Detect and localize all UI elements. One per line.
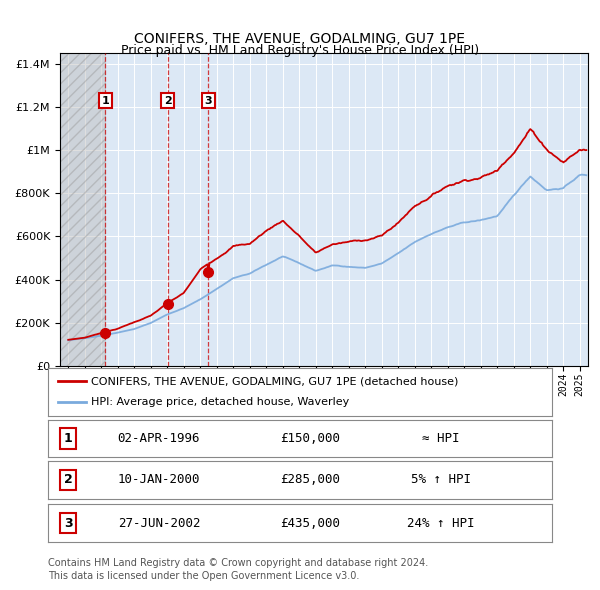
Text: £285,000: £285,000 — [280, 473, 340, 487]
Text: CONIFERS, THE AVENUE, GODALMING, GU7 1PE: CONIFERS, THE AVENUE, GODALMING, GU7 1PE — [134, 32, 466, 47]
Text: £435,000: £435,000 — [280, 516, 340, 530]
Text: 02-APR-1996: 02-APR-1996 — [118, 432, 200, 445]
Text: 24% ↑ HPI: 24% ↑ HPI — [407, 516, 475, 530]
Bar — [60, 53, 106, 366]
Text: HPI: Average price, detached house, Waverley: HPI: Average price, detached house, Wave… — [91, 398, 349, 408]
Text: £150,000: £150,000 — [280, 432, 340, 445]
Text: This data is licensed under the Open Government Licence v3.0.: This data is licensed under the Open Gov… — [48, 571, 359, 581]
Text: Price paid vs. HM Land Registry's House Price Index (HPI): Price paid vs. HM Land Registry's House … — [121, 44, 479, 57]
Text: CONIFERS, THE AVENUE, GODALMING, GU7 1PE (detached house): CONIFERS, THE AVENUE, GODALMING, GU7 1PE… — [91, 376, 458, 386]
Text: 3: 3 — [205, 96, 212, 106]
Text: 1: 1 — [101, 96, 109, 106]
Text: 5% ↑ HPI: 5% ↑ HPI — [411, 473, 471, 487]
Text: 10-JAN-2000: 10-JAN-2000 — [118, 473, 200, 487]
Text: 1: 1 — [64, 432, 73, 445]
Text: 3: 3 — [64, 516, 73, 530]
Text: Contains HM Land Registry data © Crown copyright and database right 2024.: Contains HM Land Registry data © Crown c… — [48, 558, 428, 568]
Text: 27-JUN-2002: 27-JUN-2002 — [118, 516, 200, 530]
Text: ≈ HPI: ≈ HPI — [422, 432, 460, 445]
Text: 2: 2 — [64, 473, 73, 487]
Text: 2: 2 — [164, 96, 172, 106]
